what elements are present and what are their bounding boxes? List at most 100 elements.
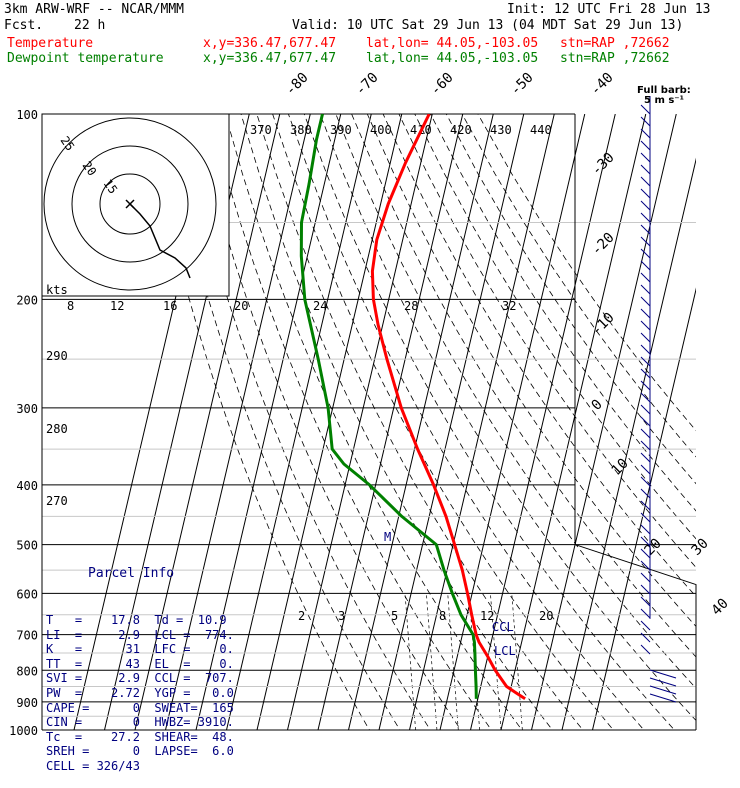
temperature-tick-label: -40 bbox=[588, 70, 617, 99]
temperature-tick-label: -80 bbox=[283, 70, 312, 99]
wind-barb bbox=[641, 321, 650, 330]
parcel-info-row: SVI = 2.9 CCL = 707. bbox=[46, 671, 242, 686]
pressure-tick-label: 900 bbox=[16, 696, 38, 710]
wind-barb bbox=[641, 453, 650, 462]
wind-barb bbox=[641, 465, 650, 474]
parcel-info-row: PW = 2.72 YGP = 0.0 bbox=[46, 686, 242, 701]
wind-barb bbox=[641, 477, 650, 486]
wind-barb bbox=[641, 597, 650, 606]
pressure-tick-label: 800 bbox=[16, 664, 38, 678]
wind-barb bbox=[641, 177, 650, 186]
wind-barb bbox=[641, 573, 650, 582]
isotherm-line bbox=[349, 114, 494, 730]
wind-barb bbox=[641, 273, 650, 282]
isotherm-line bbox=[532, 114, 677, 730]
wind-barb bbox=[641, 621, 650, 630]
isotherm-line bbox=[471, 114, 616, 730]
temperature-tick-label: -60 bbox=[428, 70, 457, 99]
wind-barb-low bbox=[650, 694, 676, 702]
temperature-tick-label: -30 bbox=[589, 150, 618, 179]
theta-label: 370 bbox=[250, 123, 272, 137]
dry-adiabat bbox=[210, 114, 501, 740]
pressure-tick-label: 300 bbox=[16, 402, 38, 416]
lcl-marker-label: LCL bbox=[494, 644, 516, 658]
mixing-ratio-label-bottom: 3 bbox=[338, 609, 345, 623]
theta-label: 430 bbox=[490, 123, 512, 137]
theta-label: 390 bbox=[330, 123, 352, 137]
pressure-tick-label: 400 bbox=[16, 479, 38, 493]
mixing-ratio-label-bottom: 2 bbox=[298, 609, 305, 623]
left-theta-label: 270 bbox=[46, 494, 68, 508]
m-marker-label: M bbox=[384, 530, 391, 544]
parcel-info-row: Tc = 27.2 SHEAR= 48. bbox=[46, 730, 242, 745]
temperature-tick-label: 30 bbox=[689, 536, 712, 559]
pressure-tick-label: 500 bbox=[16, 539, 38, 553]
isotherm-line bbox=[227, 114, 372, 730]
wind-barb bbox=[641, 585, 650, 594]
dry-adiabat bbox=[367, 114, 740, 740]
wind-barb bbox=[641, 165, 650, 174]
temperature-tick-label: 0 bbox=[589, 397, 606, 414]
theta-label: 380 bbox=[290, 123, 312, 137]
parcel-info-row: LI = 2.9 LCL = 774. bbox=[46, 628, 242, 643]
left-theta-label: 290 bbox=[46, 349, 68, 363]
wind-barb bbox=[641, 333, 650, 342]
mixing-ratio-label-bottom: 20 bbox=[539, 609, 553, 623]
wind-barb bbox=[641, 141, 650, 150]
mixing-ratio-label-top: 8 bbox=[67, 299, 74, 313]
hodograph-units: kts bbox=[46, 283, 68, 297]
wind-barb bbox=[641, 201, 650, 210]
mixing-ratio-line bbox=[405, 593, 416, 730]
pressure-tick-label: 600 bbox=[16, 587, 38, 601]
wind-barb bbox=[641, 153, 650, 162]
wind-barb bbox=[641, 297, 650, 306]
mixing-ratio-label-top: 16 bbox=[163, 299, 177, 313]
temperature-tick-label: 10 bbox=[609, 456, 632, 479]
wind-barb bbox=[641, 213, 650, 222]
parcel-info-row: CAPE = 0 SWEAT= 165 bbox=[46, 701, 242, 716]
temperature-tick-label: -70 bbox=[353, 70, 382, 99]
wind-barb bbox=[641, 405, 650, 414]
dry-adiabat bbox=[431, 114, 740, 740]
parcel-info-row: CIN = 0 HWBZ= 3910. bbox=[46, 715, 242, 730]
wind-barb bbox=[641, 189, 650, 198]
mixing-ratio-label-bottom: 5 bbox=[391, 609, 398, 623]
mixing-ratio-label-top: 24 bbox=[313, 299, 327, 313]
mixing-ratio-label-top: 12 bbox=[110, 299, 124, 313]
mixing-ratio-line bbox=[512, 593, 523, 730]
wind-barb bbox=[641, 561, 650, 570]
mixing-ratio-line bbox=[426, 593, 437, 730]
wind-barb bbox=[641, 417, 650, 426]
left-theta-label: 280 bbox=[46, 422, 68, 436]
wind-barb bbox=[641, 261, 650, 270]
wind-barb bbox=[641, 129, 650, 138]
parcel-info-row: CELL = 326/43 bbox=[46, 759, 242, 774]
pressure-tick-label: 200 bbox=[16, 293, 38, 307]
wind-barb bbox=[641, 117, 650, 126]
parcel-info-row: T = 17.8 Td = 10.9 bbox=[46, 613, 242, 628]
parcel-info-row: TT = 43 EL = 0. bbox=[46, 657, 242, 672]
wind-barb bbox=[641, 525, 650, 534]
temperature-tick-label: -50 bbox=[508, 70, 537, 99]
parcel-info-row: K = 31 LFC = 0. bbox=[46, 642, 242, 657]
dry-adiabat bbox=[336, 114, 740, 740]
theta-label: 400 bbox=[370, 123, 392, 137]
mixing-ratio-line bbox=[448, 593, 459, 730]
wind-legend-line2: 5 m s⁻¹ bbox=[644, 95, 684, 106]
wind-barb bbox=[641, 393, 650, 402]
dry-adiabat bbox=[415, 114, 740, 740]
temperature-tick-label: -10 bbox=[589, 310, 618, 339]
isotherm-line bbox=[410, 114, 555, 730]
pressure-tick-label: 1000 bbox=[9, 724, 38, 738]
isotherm-line bbox=[562, 114, 707, 730]
wind-barb bbox=[641, 429, 650, 438]
pressure-tick-label: 100 bbox=[16, 108, 38, 122]
isotherm-line bbox=[501, 114, 646, 730]
parcel-info-title: Parcel Info bbox=[46, 567, 242, 582]
parcel-info-row: SREH = 0 LAPSE= 6.0 bbox=[46, 744, 242, 759]
wind-barb bbox=[641, 309, 650, 318]
dry-adiabat bbox=[478, 114, 740, 740]
mixing-ratio-label-bottom: 8 bbox=[439, 609, 446, 623]
